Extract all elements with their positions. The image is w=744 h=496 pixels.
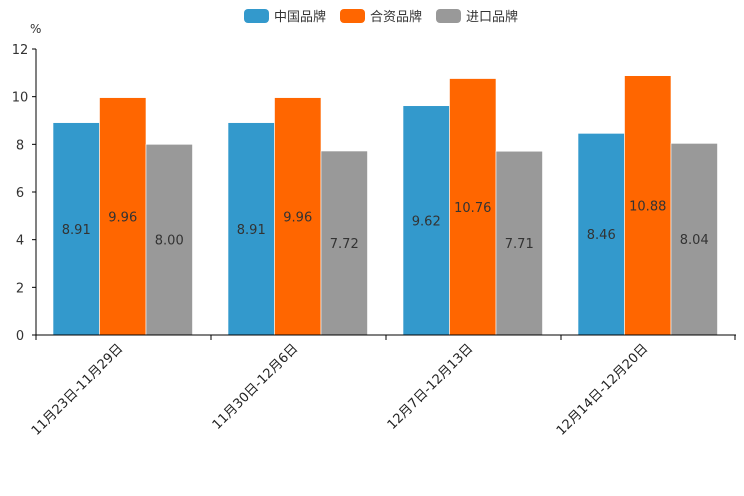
bar-data-label: 8.04 — [680, 233, 709, 248]
x-category-label: 11月23日-11月29日 — [29, 341, 126, 438]
y-tick-label: 4 — [16, 234, 24, 249]
bar — [52, 122, 100, 336]
bar-data-label: 8.00 — [155, 234, 184, 249]
y-tick-label: 0 — [16, 329, 24, 344]
bar — [320, 150, 368, 336]
legend-label: 合资品牌 — [370, 9, 422, 25]
bar-data-label: 8.91 — [237, 223, 266, 238]
bar-data-label: 10.88 — [629, 199, 666, 214]
y-axis-unit-label: % — [30, 22, 41, 36]
legend-label: 中国品牌 — [274, 9, 326, 25]
x-category-label: 11月30日-12月6日 — [210, 341, 302, 433]
bar-data-label: 7.72 — [330, 237, 359, 252]
bar-data-label: 9.96 — [108, 210, 137, 225]
y-tick-label: 2 — [16, 281, 24, 296]
x-category-label: 12月7日-12月13日 — [385, 341, 477, 433]
legend-swatch — [244, 9, 269, 23]
x-axis: 11月23日-11月29日 11月30日-12月6日 12月7日-12月13日 12月… — [29, 334, 736, 439]
bar — [402, 105, 450, 336]
bar-data-label: 8.46 — [587, 228, 616, 243]
bar-data-label: 7.71 — [505, 237, 534, 252]
bar-data-label: 8.91 — [62, 223, 91, 238]
legend-swatch — [340, 9, 365, 23]
legend-label: 进口品牌 — [466, 9, 518, 25]
bar-data-label: 9.96 — [283, 210, 312, 225]
y-axis: 0 2 4 6 8 10 12 — [12, 43, 37, 344]
y-tick-label: 12 — [12, 43, 29, 58]
bar-data-label: 9.62 — [412, 214, 441, 229]
bar — [670, 143, 718, 336]
bar — [99, 97, 147, 336]
bar — [145, 144, 193, 336]
y-tick-label: 8 — [16, 138, 24, 153]
y-tick-label: 10 — [12, 91, 29, 106]
y-tick-label: 6 — [16, 186, 24, 201]
bar — [624, 75, 672, 336]
bar — [449, 78, 497, 336]
x-category-label: 12月14日-12月20日 — [554, 341, 651, 438]
legend: 中国品牌 合资品牌 进口品牌 — [244, 9, 518, 25]
legend-swatch — [436, 9, 461, 23]
bar-data-label: 10.76 — [454, 201, 491, 216]
bars: 8.91 9.96 8.00 8.91 9.96 7.72 9.62 10.76 7.71 8.4… — [52, 75, 718, 336]
